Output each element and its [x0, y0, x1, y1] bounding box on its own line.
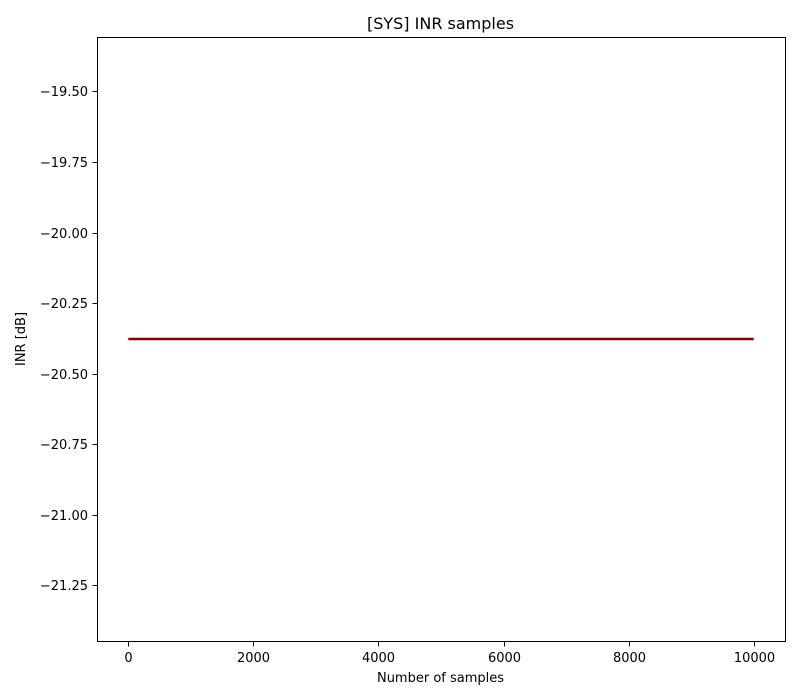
x-tick-label: 10000: [734, 651, 775, 666]
y-tick-label: −21.00: [40, 509, 88, 524]
x-axis-ticks: 0 2000 4000 6000 8000 10000: [124, 641, 775, 666]
y-tick-label: −20.00: [40, 227, 88, 242]
y-axis-label: INR [dB]: [14, 312, 29, 366]
y-tick-label: −20.75: [40, 438, 88, 453]
y-axis-ticks: −19.50 −19.75 −20.00 −20.25 −20.50 −20.75 −21.…: [40, 85, 98, 594]
plot-frame: [97, 37, 786, 642]
y-tick-label: −19.50: [40, 85, 88, 100]
x-tick-label: 4000: [362, 651, 395, 666]
x-tick-label: 8000: [613, 651, 646, 666]
y-tick-label: −20.50: [40, 368, 88, 383]
y-tick-label: −20.25: [40, 297, 88, 312]
y-tick-label: −21.25: [40, 579, 88, 594]
x-tick-label: 0: [124, 651, 132, 666]
y-tick-label: −19.75: [40, 156, 88, 171]
x-tick-label: 6000: [488, 651, 521, 666]
x-tick-label: 2000: [237, 651, 270, 666]
x-axis-label: Number of samples: [377, 671, 504, 686]
chart-title: [SYS] INR samples: [367, 14, 514, 33]
